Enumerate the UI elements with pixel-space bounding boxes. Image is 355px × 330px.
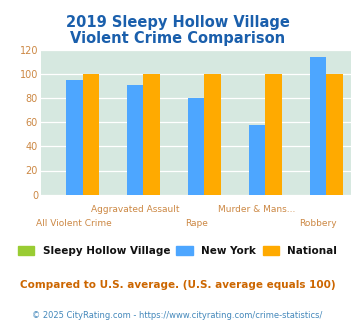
Bar (66, 80, 83, 195)
Text: Aggravated Assault: Aggravated Assault (91, 205, 180, 214)
Bar (127, 84, 143, 195)
Text: Compared to U.S. average. (U.S. average equals 100): Compared to U.S. average. (U.S. average … (20, 280, 335, 290)
Bar (204, 74, 221, 195)
Text: 2019 Sleepy Hollow Village: 2019 Sleepy Hollow Village (66, 15, 289, 30)
Bar (310, 57, 326, 195)
Text: All Violent Crime: All Violent Crime (37, 219, 112, 228)
Text: Murder & Mans...: Murder & Mans... (218, 205, 296, 214)
Legend: Sleepy Hollow Village, New York, National: Sleepy Hollow Village, New York, Nationa… (18, 246, 337, 256)
Bar (83, 74, 99, 195)
Bar (265, 74, 282, 195)
Text: Robbery: Robbery (299, 219, 337, 228)
Bar (143, 74, 160, 195)
Bar (326, 74, 343, 195)
Text: Violent Crime Comparison: Violent Crime Comparison (70, 31, 285, 46)
Text: © 2025 CityRating.com - https://www.cityrating.com/crime-statistics/: © 2025 CityRating.com - https://www.city… (32, 311, 323, 320)
Bar (188, 98, 204, 195)
Text: Rape: Rape (185, 219, 208, 228)
Bar (249, 124, 265, 195)
